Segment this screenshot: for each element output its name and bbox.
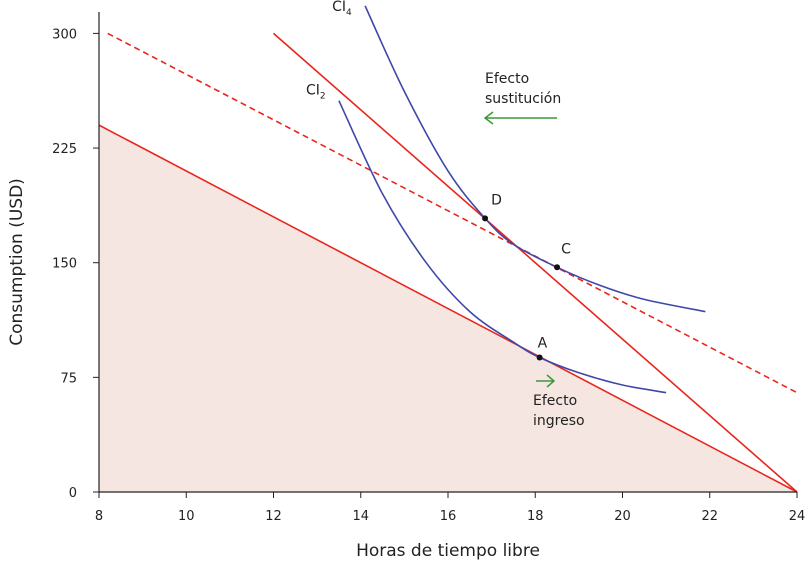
x-tick-label: 10 — [178, 509, 195, 524]
point-D — [482, 215, 489, 222]
x-tick-label: 24 — [789, 509, 806, 524]
annotations: Efecto sustitución Efecto ingreso — [483, 71, 585, 429]
point-label: A — [538, 335, 548, 351]
axes: 8 10 12 14 16 18 20 22 24 0 75 150 225 300 — [52, 12, 805, 524]
indifference-curves: CI2 CI4 — [306, 0, 706, 394]
x-tick-label: 12 — [265, 509, 282, 524]
y-tick-label: 225 — [52, 142, 77, 157]
y-tick-label: 0 — [69, 486, 77, 501]
substitution-effect-label: Efecto — [485, 71, 529, 87]
substitution-effect-label: sustitución — [485, 91, 561, 107]
y-axis-label: Consumption (USD) — [7, 178, 27, 346]
y-tick-label: 75 — [60, 371, 77, 386]
x-tick-label: 8 — [95, 509, 103, 524]
curve-label: CI4 — [332, 0, 352, 18]
x-tick-label: 16 — [440, 509, 457, 524]
arrow-left-icon — [483, 111, 557, 125]
curve-label: CI2 — [306, 83, 326, 102]
point-label: D — [491, 192, 502, 208]
y-tick-label: 150 — [52, 257, 77, 272]
y-tick-label: 300 — [52, 27, 77, 42]
indifference-curve-4 — [364, 5, 706, 313]
x-tick-label: 18 — [527, 509, 544, 524]
x-tick-label: 14 — [352, 509, 369, 524]
points: A D C — [482, 192, 571, 361]
budget-line-new — [272, 32, 798, 493]
point-A — [536, 354, 543, 361]
point-C — [554, 264, 561, 271]
budget-line-original — [98, 124, 798, 493]
income-effect-label: Efecto — [533, 393, 577, 409]
budget-lines — [98, 32, 798, 493]
x-axis-label: Horas de tiempo libre — [356, 541, 540, 561]
x-tick-label: 20 — [614, 509, 631, 524]
x-tick-label: 22 — [701, 509, 718, 524]
income-effect-label: ingreso — [533, 413, 585, 429]
indifference-curve-2 — [338, 100, 667, 394]
arrow-right-icon — [536, 374, 556, 388]
point-label: C — [561, 241, 571, 257]
